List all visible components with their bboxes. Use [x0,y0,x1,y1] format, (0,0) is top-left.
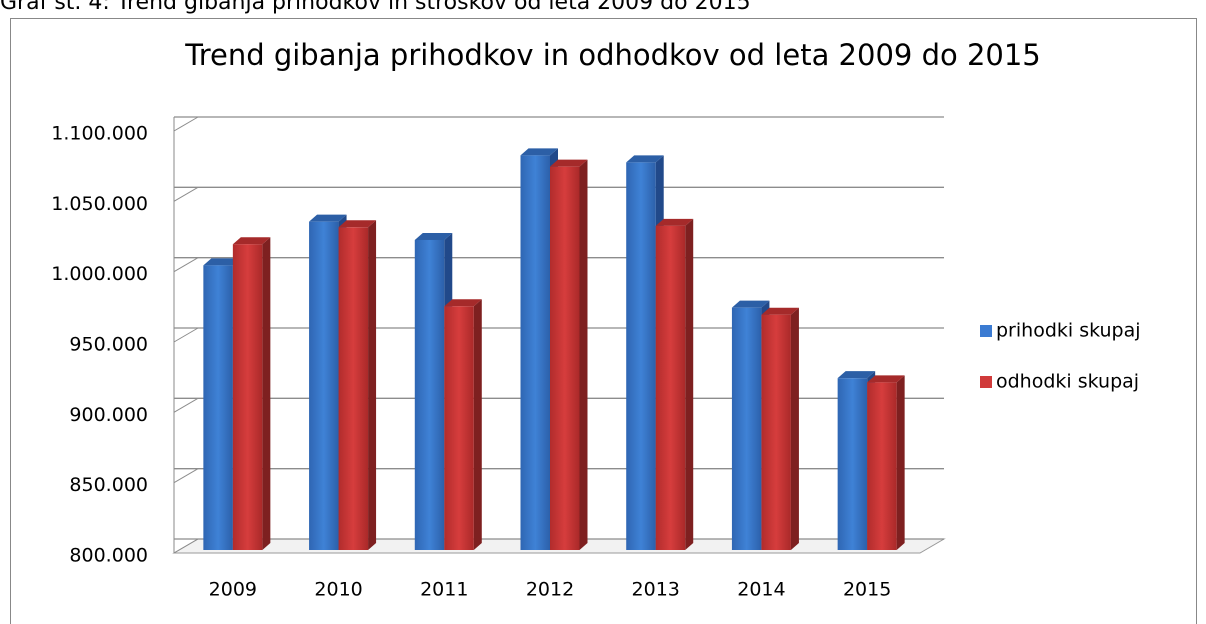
y-tick-label: 1.000.000 [51,263,148,285]
x-tick-label: 2009 [209,579,257,601]
bar [761,314,791,550]
bar-top [203,258,241,266]
bar-side [790,307,799,550]
bar [414,239,445,551]
grid-line-wall [173,468,199,484]
bar-side [579,159,588,550]
grid-line-wall [173,257,199,273]
y-tick-label: 900.000 [69,404,148,426]
x-tick-label: 2014 [737,579,785,601]
bar-side [896,375,905,550]
grid-line-wall [173,327,199,343]
grid-line-wall [173,186,199,202]
bar-side [262,237,271,550]
bar-top [309,214,347,222]
bar [837,378,868,550]
bar [655,225,686,550]
legend-swatch [980,376,992,388]
bar-top [338,220,377,228]
bar [232,244,263,550]
bar-top [444,299,482,307]
y-tick-label: 950.000 [69,334,148,356]
bar [867,382,897,550]
y-tick-label: 1.050.000 [51,193,148,215]
legend-label: odhodki skupaj [996,371,1139,393]
grid-line-wall [173,116,199,132]
bar-top [655,218,694,226]
x-tick-label: 2010 [314,579,362,601]
grid-line-wall [173,538,199,554]
bar-top [520,148,558,156]
bar [731,307,762,550]
x-tick-label: 2011 [420,579,468,601]
x-tick-label: 2012 [526,579,574,601]
bar-top [626,155,664,163]
y-tick-label: 850.000 [69,474,148,496]
y-tick-label: 800.000 [69,545,148,567]
bar [338,227,369,551]
chart-title: Trend gibanja prihodkov in odhodkov od l… [184,38,1041,72]
bar-top [550,159,588,167]
bar [444,306,474,550]
bar [520,155,550,550]
x-tick-label: 2015 [843,579,891,601]
x-tick-label: 2013 [632,579,680,601]
caption: Graf št. 4: Trend gibanja prihodkov in s… [0,0,751,15]
grid-line-wall [173,397,199,413]
bar [550,166,580,550]
bar [309,221,339,550]
bar-side [685,218,694,550]
y-tick-label: 1.100.000 [51,123,148,145]
legend-swatch [980,325,992,337]
bar-side [473,299,482,550]
legend-label: prihodki skupaj [996,320,1141,342]
bar [203,265,233,550]
bar-side [368,220,377,551]
bar [626,162,656,550]
bar-top [837,371,876,379]
bar-top [761,307,799,315]
chart-border [10,18,1197,624]
bar-top [867,375,905,383]
bar-top [232,237,271,245]
bar-top [731,300,770,308]
bar-top [414,232,453,240]
